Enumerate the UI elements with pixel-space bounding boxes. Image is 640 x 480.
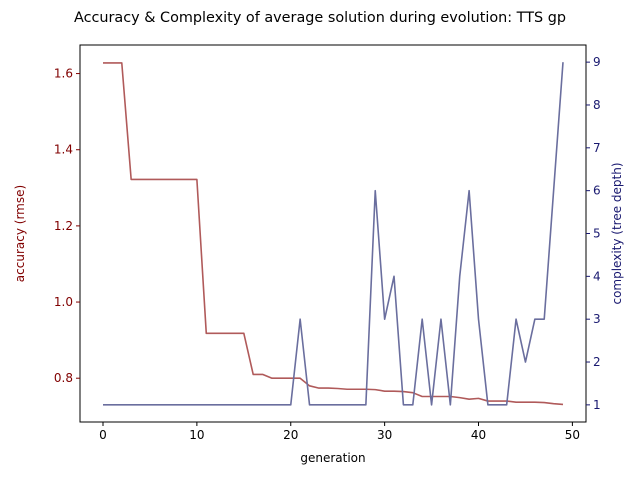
right-tick-label: 3 <box>593 312 601 326</box>
x-tick-label: 20 <box>283 428 298 442</box>
left-tick-label: 0.8 <box>54 371 73 385</box>
accuracy-line <box>103 62 564 406</box>
chart-title: Accuracy & Complexity of average solutio… <box>74 10 566 26</box>
x-tick-label: 40 <box>471 428 486 442</box>
x-axis: 0 10 20 30 40 50 <box>99 422 580 442</box>
right-tick-label: 6 <box>593 184 601 198</box>
left-tick-label: 1.2 <box>54 219 73 233</box>
x-tick-label: 0 <box>99 428 107 442</box>
x-tick-label: 30 <box>377 428 392 442</box>
x-tick-label: 50 <box>565 428 580 442</box>
right-tick-label: 9 <box>593 55 601 69</box>
right-tick-label: 5 <box>593 227 601 241</box>
right-y-axis: 1 2 3 4 5 6 7 8 9 <box>586 55 601 412</box>
left-tick-label: 1.4 <box>54 143 73 157</box>
right-tick-label: 2 <box>593 355 601 369</box>
plot-frame <box>79 44 587 423</box>
x-axis-label: generation <box>300 451 365 465</box>
complexity-line <box>103 62 564 406</box>
left-y-axis-label: accuracy (rmse) <box>13 185 27 282</box>
left-tick-label: 1.0 <box>54 295 73 309</box>
x-tick-label: 10 <box>189 428 204 442</box>
right-tick-label: 7 <box>593 141 601 155</box>
right-tick-label: 8 <box>593 98 601 112</box>
right-tick-label: 4 <box>593 269 601 283</box>
left-tick-label: 1.6 <box>54 67 73 81</box>
right-y-axis-label: complexity (tree depth) <box>610 162 624 304</box>
right-tick-label: 1 <box>593 398 601 412</box>
series-layer <box>103 62 564 406</box>
left-y-axis: 0.8 1.0 1.2 1.4 1.6 <box>54 67 80 385</box>
